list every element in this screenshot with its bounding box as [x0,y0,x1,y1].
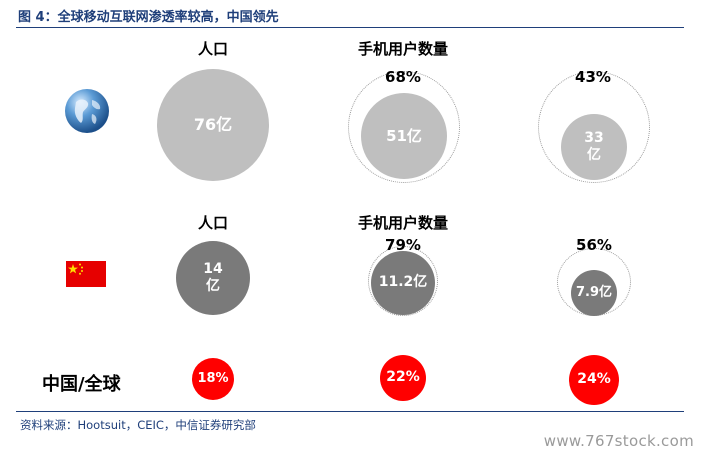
header-population-china: 人口 [197,214,229,232]
ratio-bubble-population-label: 18% [197,370,229,386]
bubble-china-population-label: 14亿 [203,260,223,295]
bubble-global-users-1-label: 51亿 [386,126,422,145]
pct-china-users-2: 56% [576,236,612,254]
header-mobile-users-china: 手机用户数量 [357,214,449,232]
header-mobile-users-global: 手机用户数量 [357,40,449,58]
bubble-global-users-2: 33亿 [561,114,627,180]
bubble-china-users-2: 7.9亿 [571,270,617,316]
bubble-china-users-2-label: 7.9亿 [575,284,613,300]
ring-global-users-1 [348,71,460,183]
ratio-bubble-users-1-label: 22% [386,369,420,386]
header-population-global: 人口 [197,40,229,58]
ratio-bubble-users-2-label: 24% [577,371,611,388]
ratio-bubble-users-1: 22% [380,355,426,401]
pct-china-users-1: 79% [385,236,421,254]
bubble-global-population: 76亿 [157,69,269,181]
bubble-china-population: 14亿 [176,241,250,315]
bubble-china-users-1: 11.2亿 [371,251,435,315]
pct-global-users-1: 68% [385,68,421,86]
ratio-bubble-population: 18% [192,358,234,400]
bubble-global-population-label: 76亿 [193,115,233,134]
bubble-global-users-1: 51亿 [361,93,447,179]
ratio-row-label: 中国/全球 [42,374,121,395]
source-note: 资料来源：Hootsuit，CEIC，中信证券研究部 [20,418,256,432]
title-divider [16,27,684,28]
ring-global-users-2 [538,71,650,183]
china-flag-icon [66,261,106,287]
ratio-bubble-users-2: 24% [569,355,619,405]
source-divider [16,411,684,412]
bubble-china-users-1-label: 11.2亿 [378,274,428,291]
watermark: www.767stock.com [543,432,694,450]
figure-title: 图 4：全球移动互联网渗透率较高，中国领先 [18,10,279,25]
pct-global-users-2: 43% [575,68,611,86]
globe-icon [65,89,109,133]
ring-china-users-1 [368,246,438,316]
bubble-global-users-2-label: 33亿 [584,129,604,164]
